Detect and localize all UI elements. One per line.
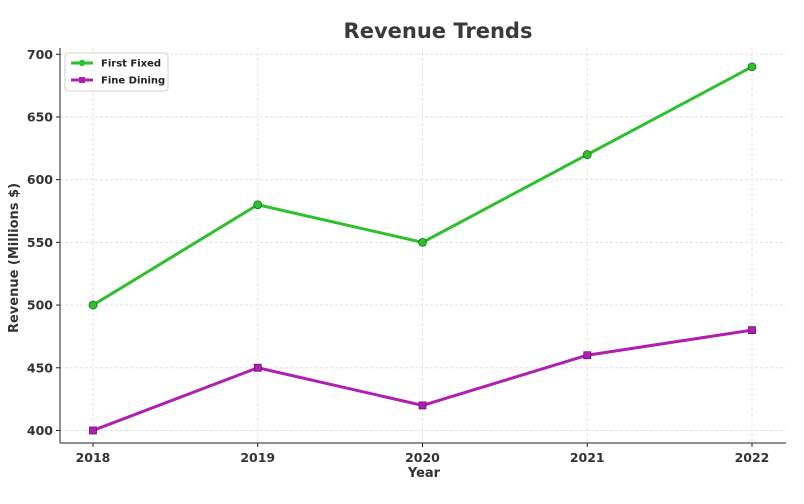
data-point — [89, 426, 97, 435]
y-tick-label: 400 — [27, 423, 53, 438]
data-point — [748, 326, 756, 335]
legend-swatch-marker — [79, 77, 85, 83]
x-tick-label: 2020 — [405, 450, 440, 465]
y-tick-label: 600 — [27, 172, 53, 187]
y-tick-label: 550 — [27, 235, 53, 250]
axes: 400 450 500 550 600 650 700 2018 2019 2020 2021 202… — [27, 47, 786, 465]
data-point — [253, 363, 262, 372]
x-tick-label: 2018 — [76, 450, 111, 465]
legend-label: Fine Dining — [101, 76, 165, 87]
y-tick-label: 450 — [27, 360, 53, 375]
data-point — [418, 237, 427, 247]
legend: First Fixed Fine Dining — [64, 52, 169, 92]
data-point — [253, 200, 263, 210]
data-point — [418, 401, 427, 410]
y-tick-label: 500 — [27, 298, 53, 313]
y-tick-label: 700 — [27, 47, 53, 62]
x-tick-label: 2019 — [240, 450, 275, 465]
grid-lines — [60, 48, 786, 443]
data-point — [583, 351, 592, 360]
x-axis-label: Year — [407, 466, 441, 481]
x-tick-label: 2021 — [570, 450, 605, 465]
x-tick-label: 2022 — [735, 450, 770, 465]
y-tick-label: 650 — [27, 109, 53, 124]
y-axis-label: Revenue (Millions $) — [7, 183, 22, 333]
legend-label: First Fixed — [101, 59, 161, 70]
chart-title: Revenue Trends — [344, 19, 533, 43]
series-lines — [88, 62, 757, 435]
legend-swatch-marker — [78, 59, 86, 67]
data-point — [88, 300, 98, 310]
data-point — [582, 150, 592, 159]
data-point — [747, 62, 757, 72]
